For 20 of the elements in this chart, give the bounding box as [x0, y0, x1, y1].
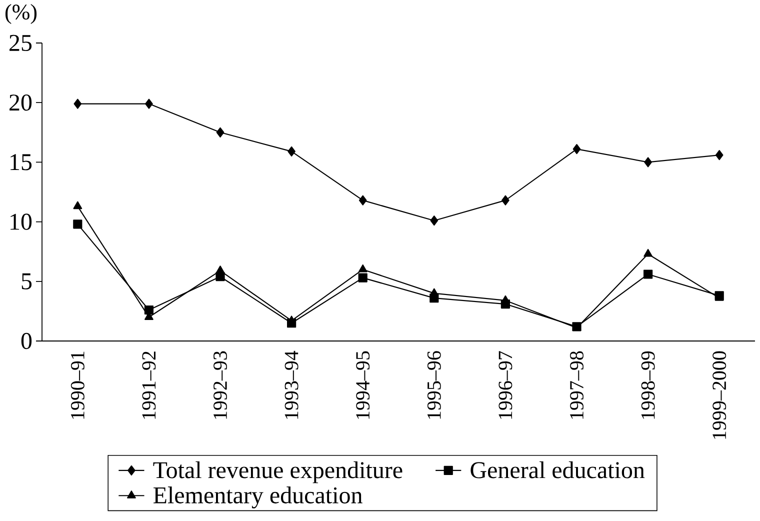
x-tick-label: 1997–98 [570, 351, 584, 419]
x-tick-label: 1996–97 [498, 351, 512, 419]
x-tick-label: 1990–91 [70, 352, 84, 419]
x-tick-label: 1995–96 [427, 351, 441, 419]
y-tick-label: 25 [10, 34, 32, 52]
y-tick-label: 10 [10, 214, 32, 230]
y-tick-label: 0 [21, 332, 32, 350]
legend-label: Elementary education [154, 486, 362, 508]
x-tick-label: 1993–94 [284, 350, 298, 419]
legend-label: Total revenue expenditure [153, 461, 402, 484]
y-axis-title: (%) [5, 4, 37, 24]
legend-label: General education [470, 461, 645, 478]
y-tick-label: 20 [10, 94, 32, 111]
y-tick-label: 15 [10, 154, 32, 170]
x-tick-label: 1998–99 [641, 351, 655, 419]
x-tick-label: 1994–95 [356, 351, 370, 419]
x-tick-label: 1992–93 [214, 351, 227, 419]
x-tick-label: 1991–92 [142, 352, 156, 419]
y-tick-label: 5 [22, 273, 32, 290]
x-tick-label: 1999–2000 [712, 351, 726, 439]
